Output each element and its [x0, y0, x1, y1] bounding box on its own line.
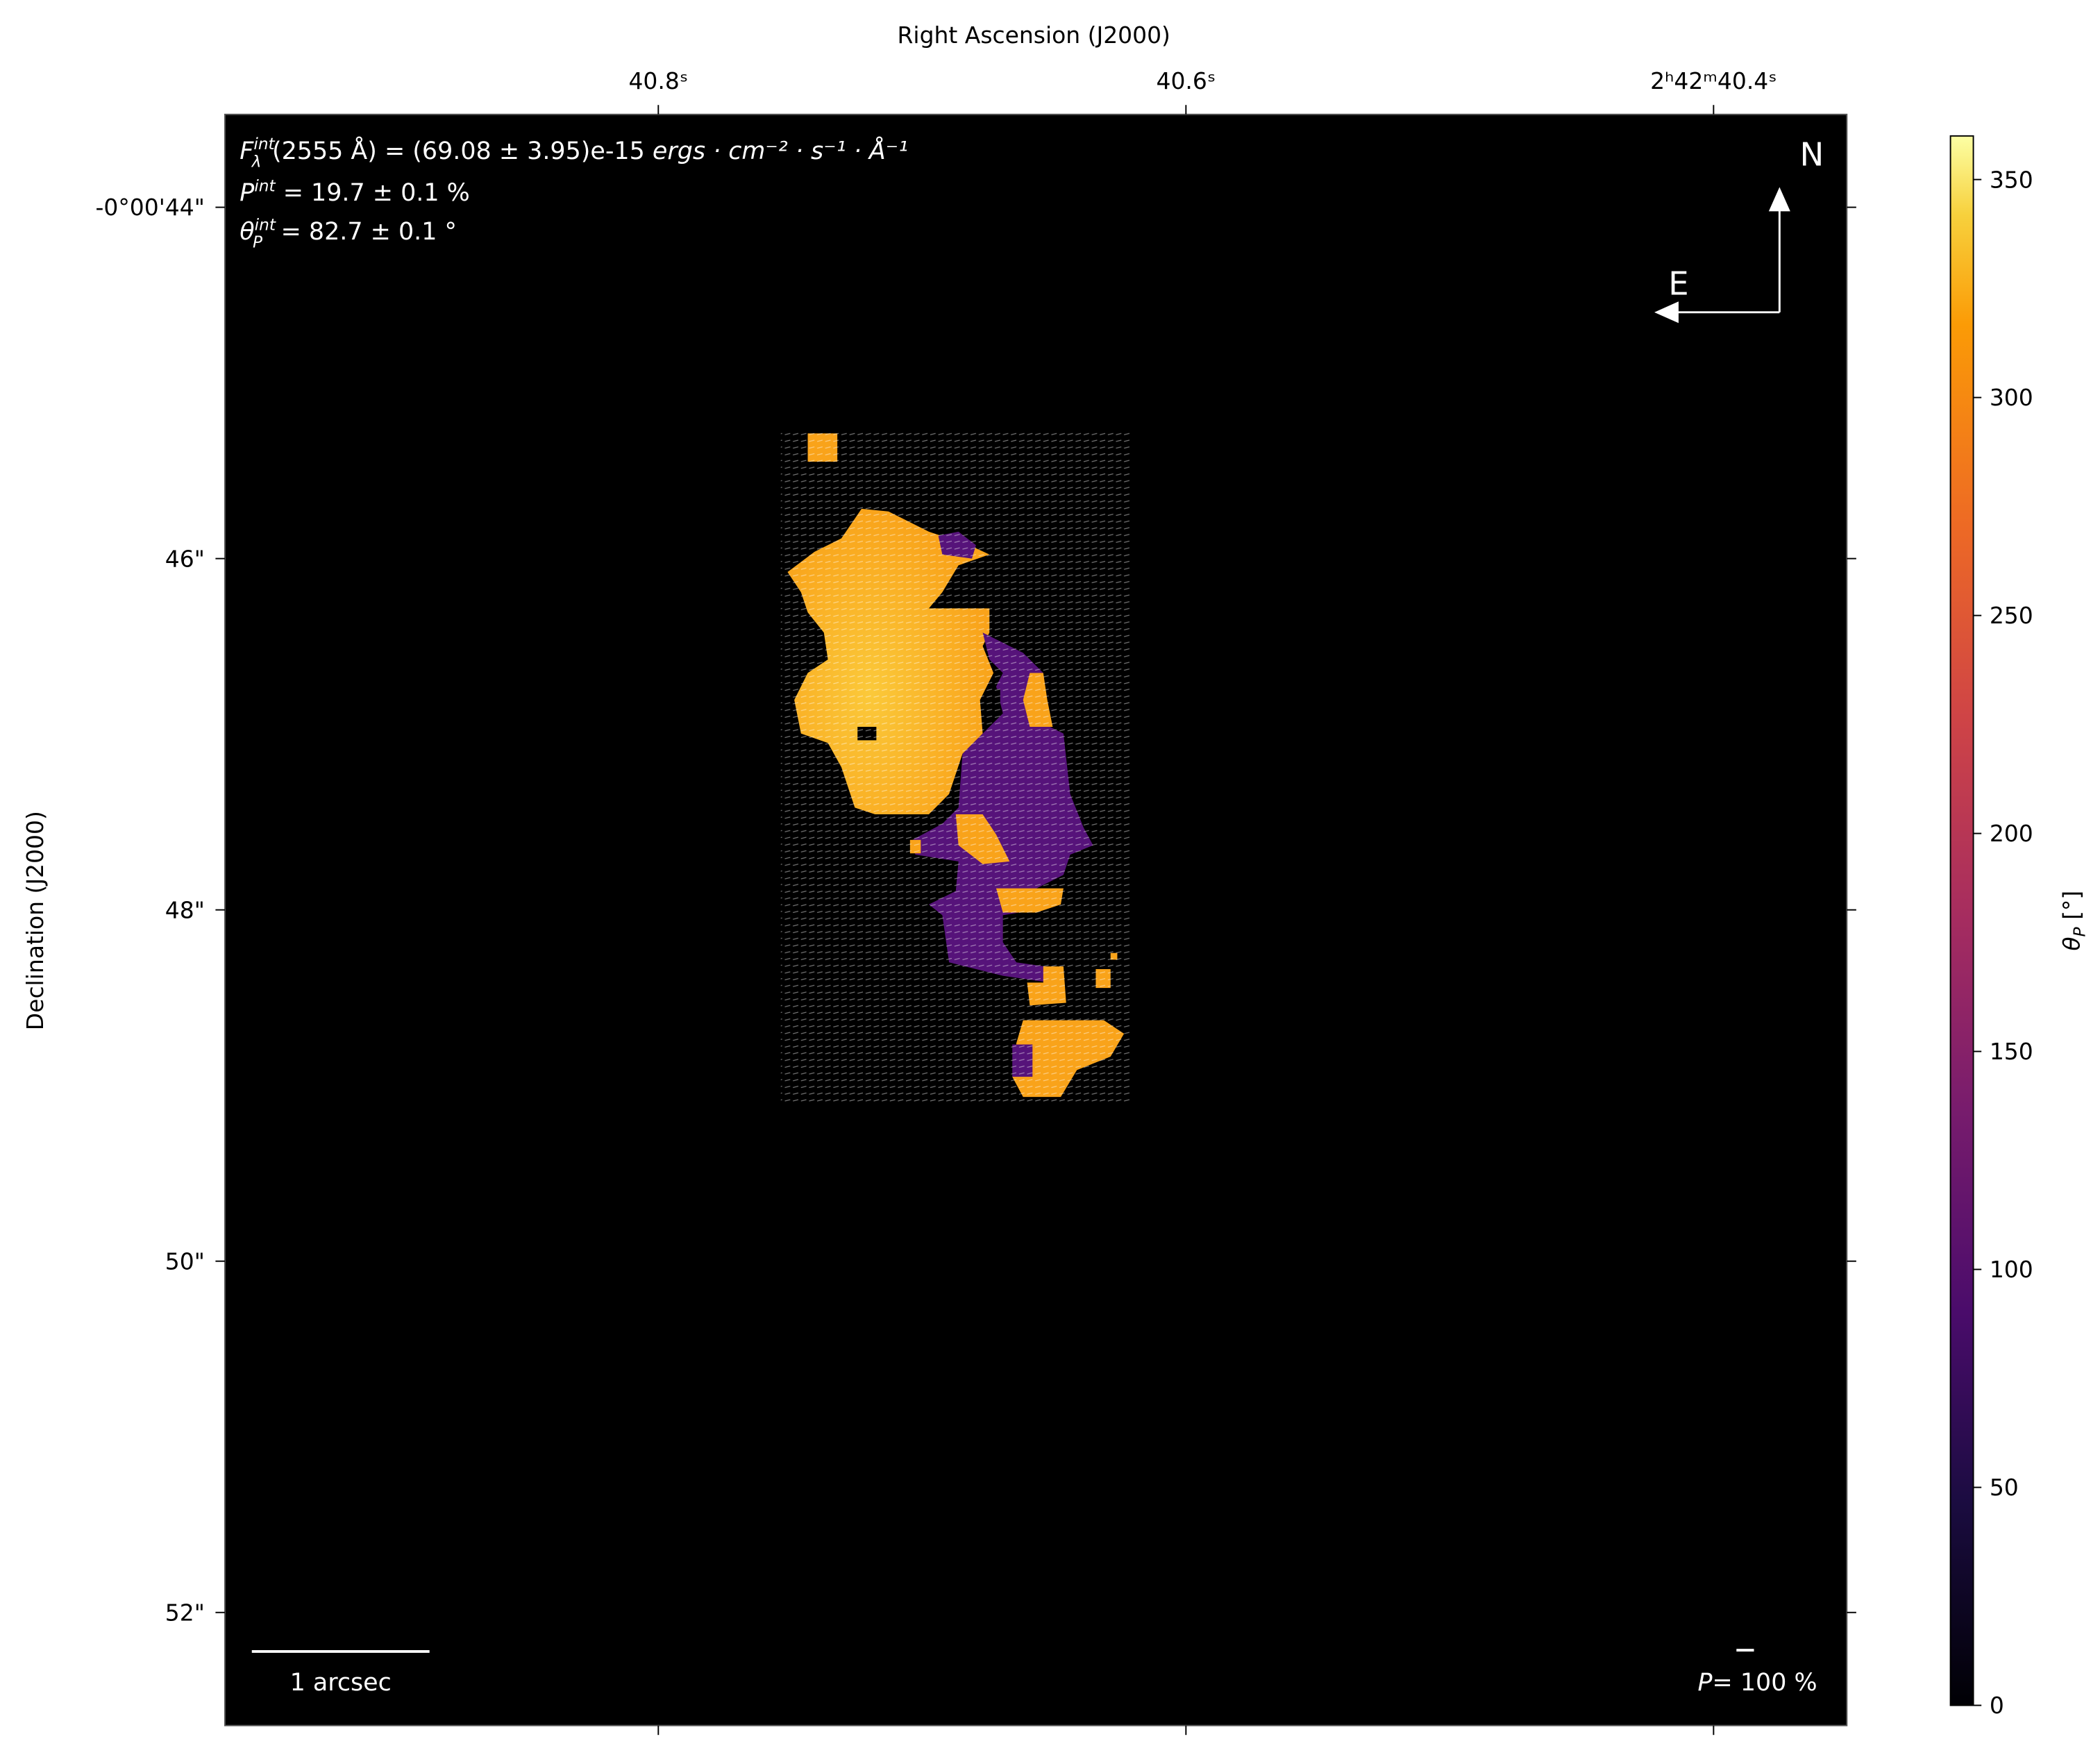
- colorbar: [1949, 135, 1974, 1706]
- vector-scale-label: P= 100 %: [1698, 1669, 1817, 1697]
- x-axis-label: Right Ascension (J2000): [898, 22, 1170, 49]
- polarization-map: [780, 430, 1131, 1104]
- north-label: N: [1799, 135, 1824, 173]
- polarization-vectors: [780, 430, 1131, 1104]
- colorbar-tick-label: 100: [1990, 1256, 2033, 1283]
- colorbar-tick-label: 0: [1990, 1692, 2004, 1719]
- y-tick-label: -0°00'44": [95, 194, 204, 221]
- polarization-annotation: Pint = 19.7 ± 0.1 %: [240, 176, 469, 207]
- flux-annotation: Fint λ (2555 Å) = (69.08 ± 3.95)e-15 ergs …: [240, 135, 908, 171]
- x-tick-label: 40.6ˢ: [1156, 67, 1216, 94]
- colorbar-tick-label: 250: [1990, 602, 2033, 629]
- y-tick-label: 48": [165, 896, 205, 923]
- colorbar-tick-label: 150: [1990, 1038, 2033, 1065]
- angle-annotation: θint P = 82.7 ± 0.1 °: [240, 216, 457, 252]
- scale-bar-label: 1 arcsec: [290, 1669, 392, 1697]
- east-label: E: [1668, 265, 1688, 303]
- east-arrow-head: [1654, 301, 1679, 324]
- compass: N E: [1654, 135, 1824, 324]
- north-arrow-head: [1768, 187, 1790, 212]
- x-tick-label: 40.8ˢ: [628, 67, 688, 94]
- colorbar-label: θP [°]: [2058, 891, 2090, 951]
- colorbar-tick-label: 350: [1990, 166, 2033, 193]
- colorbar-tick-label: 300: [1990, 384, 2033, 411]
- y-tick-label: 52": [165, 1599, 205, 1626]
- colorbar-tick-label: 200: [1990, 820, 2033, 847]
- x-tick-label: 2ʰ42ᵐ40.4ˢ: [1650, 67, 1776, 94]
- y-tick-label: 50": [165, 1247, 205, 1275]
- y-axis-label: Declination (J2000): [22, 811, 49, 1030]
- y-tick-label: 46": [165, 545, 205, 572]
- colorbar-tick-label: 50: [1990, 1474, 2019, 1501]
